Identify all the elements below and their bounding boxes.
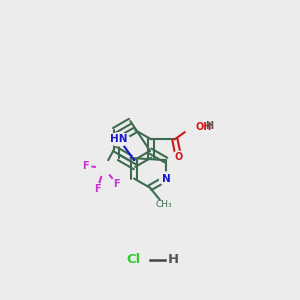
Text: F: F [82, 161, 89, 171]
Text: CH₃: CH₃ [155, 200, 172, 208]
Circle shape [185, 121, 198, 134]
Circle shape [97, 160, 111, 175]
Ellipse shape [154, 200, 173, 208]
Text: HN: HN [110, 134, 128, 144]
Circle shape [111, 178, 122, 189]
Circle shape [172, 151, 184, 163]
Ellipse shape [109, 133, 130, 146]
Text: F: F [94, 184, 101, 194]
Circle shape [80, 160, 91, 171]
Circle shape [92, 184, 103, 194]
Circle shape [204, 121, 214, 131]
Text: F: F [113, 178, 120, 188]
Text: OH: OH [196, 122, 212, 132]
Text: Cl: Cl [127, 254, 141, 266]
Circle shape [159, 172, 172, 185]
Text: H: H [205, 121, 213, 131]
Circle shape [97, 160, 111, 175]
Text: H: H [168, 254, 179, 266]
Text: O: O [174, 152, 183, 162]
Text: N: N [162, 173, 170, 184]
